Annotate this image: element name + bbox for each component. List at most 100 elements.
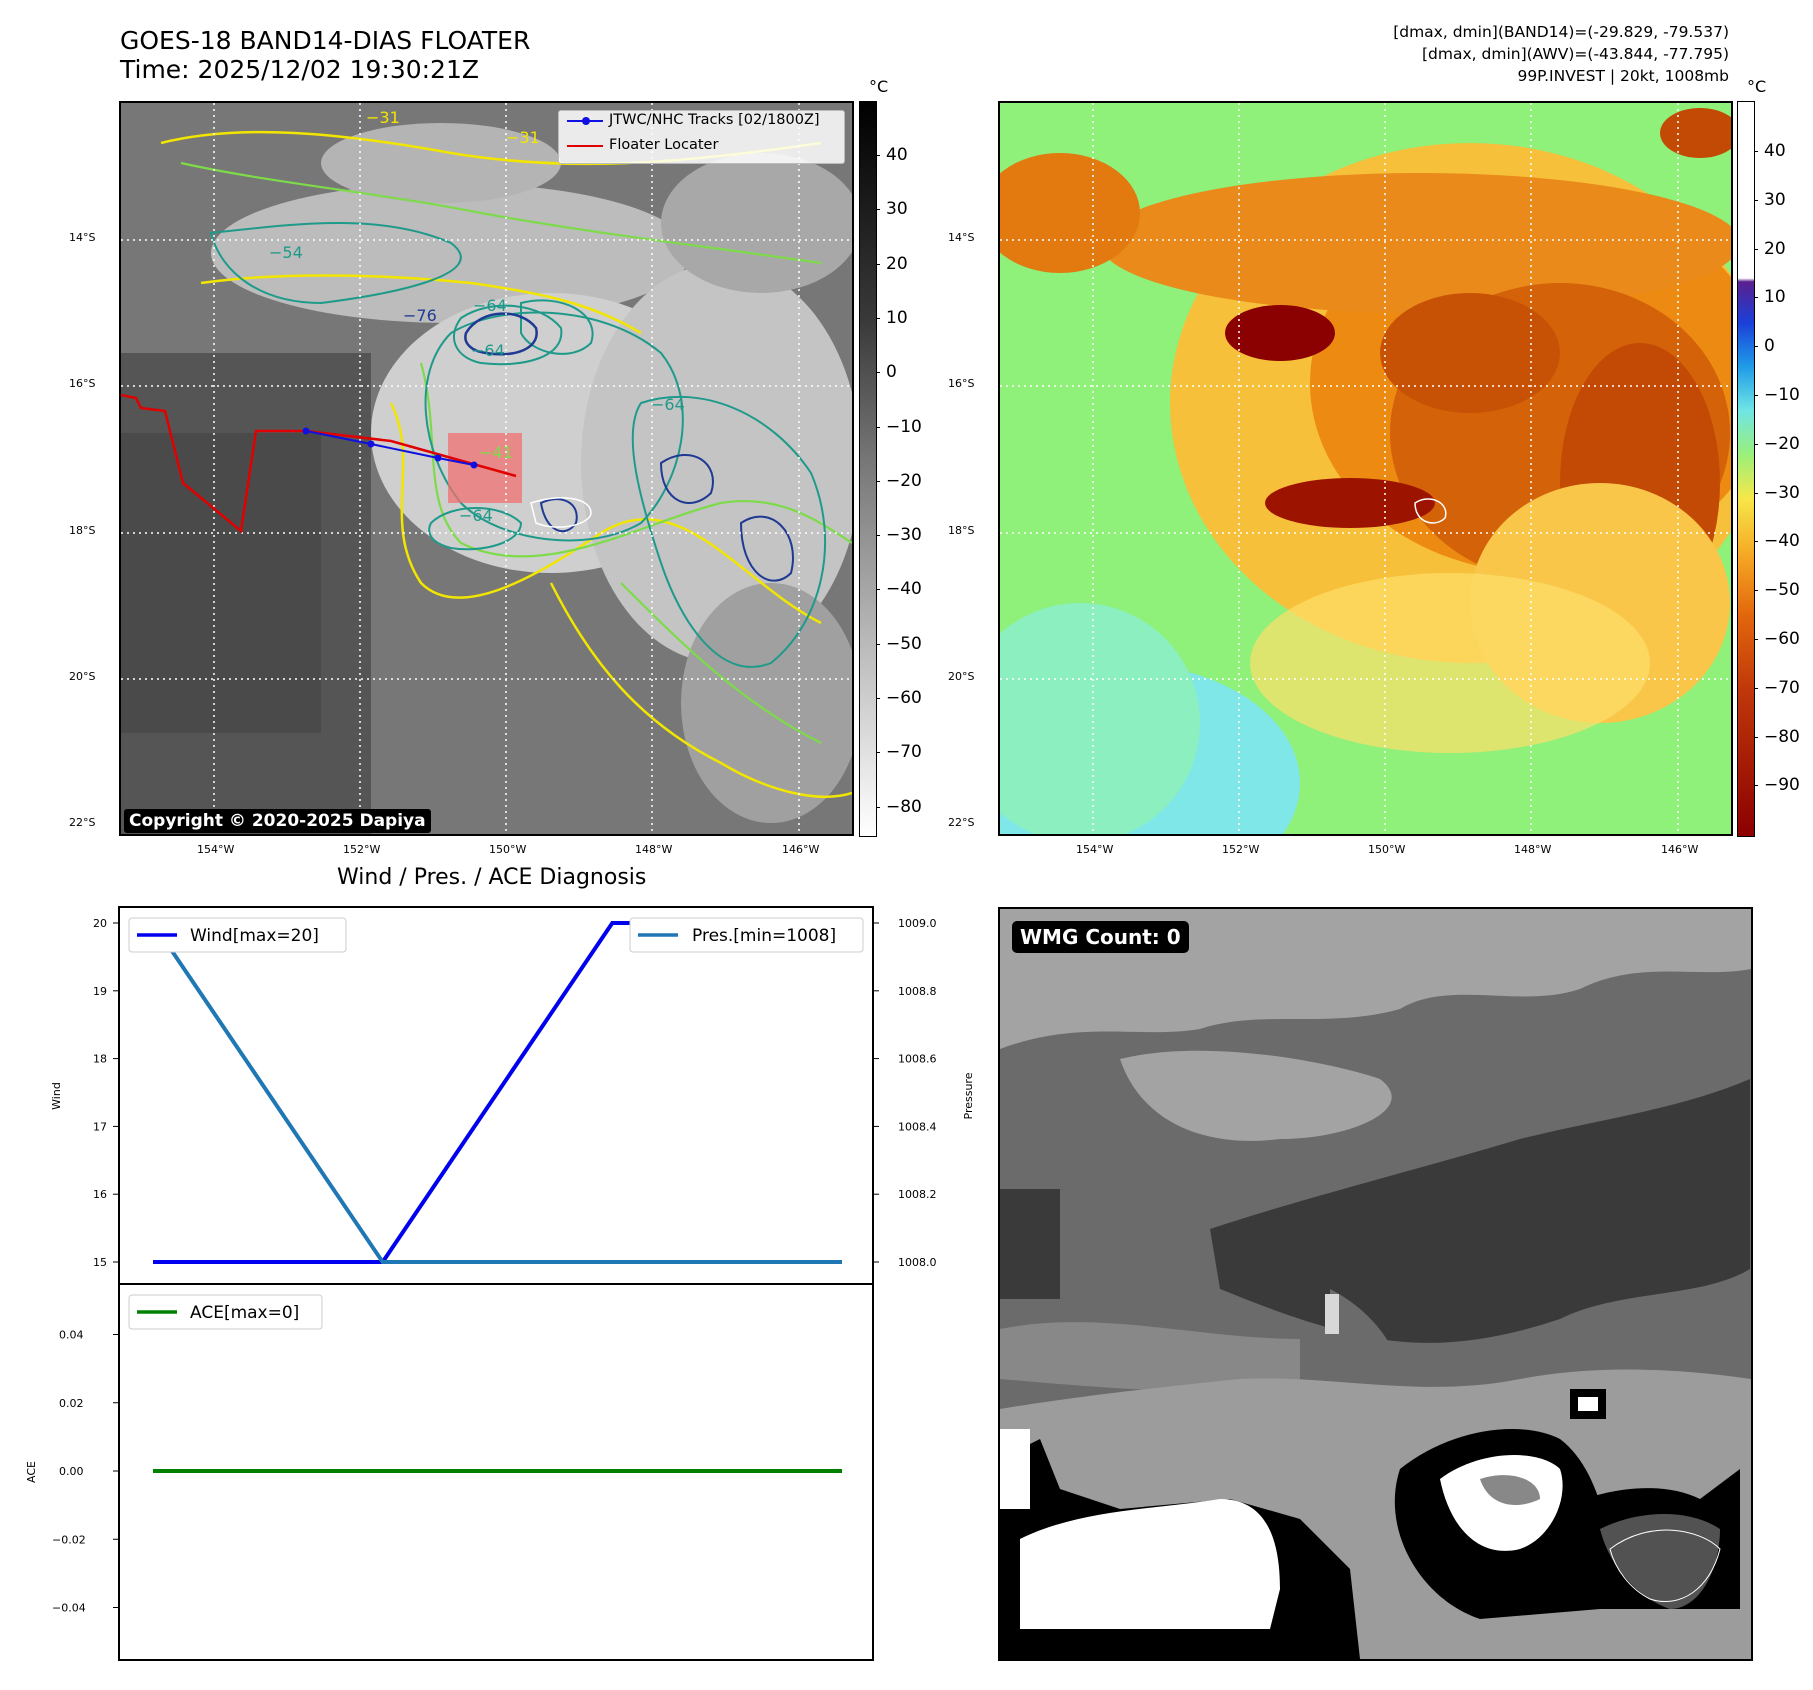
contour-label: −64 [471, 341, 505, 360]
wind-tick-label: 19 [93, 985, 107, 998]
colorbar-tick-label: 20 [1764, 238, 1786, 259]
colorbar-tick-label: 0 [886, 362, 897, 383]
pressure-legend: Pres.[min=1008] [629, 917, 864, 953]
colorbar-tick-mark [876, 752, 880, 754]
awv-colorbar [1737, 101, 1755, 837]
colorbar-tick-label: −40 [886, 579, 922, 600]
ir-colorbar-unit: °C [869, 77, 889, 96]
colorbar-tick-label: 0 [1764, 336, 1775, 357]
colorbar-tick-mark [876, 155, 880, 156]
ace-legend-label: ACE[max=0] [190, 1303, 299, 1323]
colorbar-tick-mark [876, 698, 880, 699]
figure-title: GOES-18 BAND14-DIAS FLOATER [120, 26, 531, 55]
lon-tick-label: 148°W [1514, 843, 1552, 856]
lat-tick-label: 22°S [69, 816, 96, 829]
colorbar-tick-mark [1754, 346, 1758, 348]
storm-info-text: 99P.INVEST | 20kt, 1008mb [1517, 67, 1729, 85]
lon-tick-label: 146°W [782, 843, 820, 856]
colorbar-tick-label: 10 [886, 307, 908, 328]
copyright-badge: Copyright © 2020-2025 Dapiya [124, 809, 431, 833]
colorbar-tick-label: −80 [1764, 726, 1800, 747]
colorbar-tick-label: −50 [886, 633, 922, 654]
lon-tick-label: 154°W [197, 843, 235, 856]
ace-tick-label: −0.02 [52, 1533, 86, 1546]
wind-tick-label: 18 [93, 1053, 107, 1066]
wind-legend: Wind[max=20] [128, 917, 347, 953]
colorbar-tick-mark [876, 643, 880, 645]
wind-tick-label: 20 [93, 917, 107, 930]
lat-tick-label: 14°S [948, 231, 975, 244]
lat-tick-label: 20°S [69, 670, 96, 683]
awv-map-image [1000, 103, 1731, 834]
awv-colorbar-unit: °C [1747, 77, 1767, 96]
ace-tick-label: 0.00 [59, 1465, 84, 1478]
track-legend-marker [582, 117, 590, 125]
pressure-line [151, 921, 842, 1264]
lat-tick-label: 18°S [69, 524, 96, 537]
wind-tick-label: 17 [93, 1120, 107, 1133]
colorbar-tick-label: 30 [1764, 189, 1786, 210]
lon-tick-label: 146°W [1661, 843, 1699, 856]
wind-legend-label: Wind[max=20] [190, 926, 319, 946]
colorbar-tick-mark [1754, 541, 1758, 543]
colorbar-tick-mark [876, 263, 880, 265]
colorbar-tick-label: −10 [1764, 385, 1800, 405]
pressure-tick-label: 1009.0 [898, 917, 937, 930]
colorbar-tick-mark [1754, 395, 1758, 396]
contour-label: −41 [479, 443, 513, 462]
ir-colorbar [859, 101, 877, 837]
ace-tick-label: 0.04 [59, 1329, 84, 1342]
contour-label: −54 [269, 243, 303, 262]
pressure-tick-label: 1008.8 [898, 985, 937, 998]
pressure-tick-label: 1008.0 [898, 1256, 937, 1269]
colorbar-tick-label: 30 [886, 199, 908, 220]
colorbar-tick-mark [876, 372, 880, 374]
colorbar-tick-mark [876, 806, 880, 808]
locater-legend-swatch [567, 145, 603, 147]
diagnosis-chart: 15 16 17 18 19 20 1008.0 1008.2 1008.4 1008.6 1008… [25, 906, 975, 1661]
colorbar-tick-label: −40 [1764, 531, 1800, 552]
ir-legend: JTWC/NHC Tracks [02/1800Z] Floater Locat… [558, 110, 845, 164]
colorbar-tick-label: 40 [1764, 141, 1786, 161]
colorbar-tick-label: −60 [886, 688, 922, 708]
colorbar-tick-label: 40 [886, 145, 908, 165]
lat-tick-label: 14°S [69, 231, 96, 244]
colorbar-tick-mark [1754, 443, 1758, 445]
colorbar-tick-label: 10 [1764, 287, 1786, 308]
awv-range-text: [dmax, dmin](AWV)=(-43.844, -77.795) [1422, 45, 1729, 63]
contour-label: −76 [403, 306, 437, 325]
colorbar-tick-label: −90 [1764, 775, 1800, 796]
colorbar-tick-mark [876, 317, 880, 319]
awv-map-panel [998, 101, 1733, 836]
pressure-legend-label: Pres.[min=1008] [692, 926, 836, 946]
ace-axis-label: ACE [25, 1461, 38, 1483]
colorbar-tick-label: 20 [886, 253, 908, 274]
wind-axis-label: Wind [50, 1082, 63, 1110]
wmg-panel: WMG Count: 0 [998, 907, 1753, 1661]
colorbar-tick-label: −80 [886, 796, 922, 817]
colorbar-tick-label: −50 [1764, 580, 1800, 601]
colorbar-tick-mark [1754, 785, 1758, 787]
lon-tick-label: 152°W [1222, 843, 1260, 856]
colorbar-tick-mark [1754, 248, 1758, 250]
ir-map-panel: −54 −64 −76 −64 −64 −64 −31 −41 −31 JTWC… [119, 101, 854, 836]
colorbar-tick-mark [876, 209, 880, 211]
colorbar-tick-label: −20 [886, 470, 922, 491]
colorbar-tick-label: −30 [886, 525, 922, 546]
wmg-image [1000, 909, 1751, 1659]
wind-tick-label: 16 [93, 1188, 107, 1201]
pressure-tick-label: 1008.4 [898, 1120, 937, 1133]
lat-tick-label: 16°S [948, 377, 975, 390]
colorbar-tick-label: −20 [1764, 433, 1800, 454]
band14-range-text: [dmax, dmin](BAND14)=(-29.829, -79.537) [1393, 23, 1729, 41]
colorbar-tick-mark [1754, 297, 1758, 299]
lon-tick-label: 152°W [343, 843, 381, 856]
figure-time: Time: 2025/12/02 19:30:21Z [120, 55, 479, 84]
lon-tick-label: 150°W [489, 843, 527, 856]
contour-label: −64 [459, 506, 493, 525]
contour-label: −64 [651, 395, 685, 414]
track-legend-label: JTWC/NHC Tracks [02/1800Z] [609, 112, 820, 128]
diagnosis-title: Wind / Pres. / ACE Diagnosis [337, 865, 647, 890]
lon-tick-label: 154°W [1076, 843, 1114, 856]
lat-tick-label: 20°S [948, 670, 975, 683]
